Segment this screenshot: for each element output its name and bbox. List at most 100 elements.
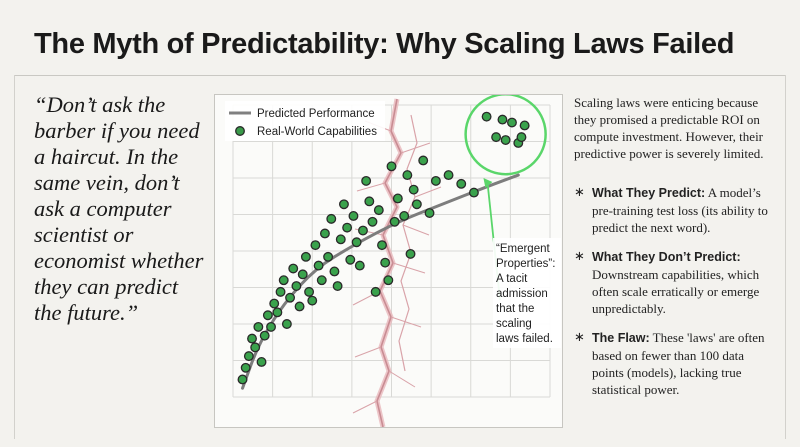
data-point bbox=[424, 208, 435, 218]
data-point bbox=[358, 225, 368, 236]
data-point bbox=[275, 286, 286, 297]
data-point bbox=[364, 196, 375, 207]
data-point bbox=[370, 286, 381, 297]
data-point bbox=[389, 216, 400, 227]
data-point bbox=[329, 266, 340, 277]
bullet-heading: What They Predict: bbox=[592, 186, 706, 200]
data-point bbox=[411, 199, 422, 210]
annotation-line: admission bbox=[496, 288, 548, 300]
data-point bbox=[294, 301, 305, 312]
annotation-line: laws failed. bbox=[496, 333, 553, 345]
data-point bbox=[288, 263, 299, 274]
bullet-the-flaw: ∗ The Flaw: These 'laws' are often based… bbox=[574, 329, 774, 398]
data-point bbox=[285, 292, 296, 303]
data-point bbox=[291, 281, 302, 291]
header-divider bbox=[14, 75, 786, 76]
bullet-body: A model’s pre-training test loss (its ab… bbox=[592, 185, 768, 235]
annotation-line: that the bbox=[496, 303, 534, 315]
data-point bbox=[361, 175, 372, 186]
data-point bbox=[383, 275, 394, 286]
data-point bbox=[351, 237, 362, 248]
data-point bbox=[335, 234, 346, 245]
annotation-line: A tacit bbox=[496, 273, 528, 285]
chart-panel: “Emergent Properties”: A tacit admission tha… bbox=[214, 94, 563, 428]
data-point bbox=[247, 333, 257, 344]
legend-point-swatch bbox=[235, 126, 245, 136]
page-title: The Myth of Predictability: Why Scaling … bbox=[34, 28, 735, 60]
legend-label-predicted: Predicted Performance bbox=[257, 108, 375, 120]
data-point bbox=[269, 298, 280, 309]
data-point bbox=[418, 155, 429, 166]
data-point bbox=[380, 257, 391, 268]
data-point bbox=[316, 275, 327, 286]
bullet-heading: What They Don’t Predict: bbox=[592, 250, 741, 264]
data-point bbox=[323, 251, 334, 262]
data-point bbox=[430, 175, 441, 186]
data-point bbox=[402, 170, 413, 181]
data-point bbox=[399, 211, 410, 221]
data-point bbox=[250, 342, 261, 353]
right-frame-line bbox=[785, 75, 786, 439]
data-point bbox=[354, 260, 365, 271]
data-point bbox=[468, 187, 479, 198]
data-point bbox=[300, 251, 311, 262]
bullet-heading: The Flaw: bbox=[592, 331, 650, 345]
data-point bbox=[326, 213, 337, 224]
data-point bbox=[237, 374, 248, 385]
scaling-chart: “Emergent Properties”: A tacit admission tha… bbox=[225, 95, 561, 427]
data-point bbox=[373, 205, 384, 216]
data-point bbox=[304, 286, 315, 297]
intro-text: Scaling laws were enticing because they … bbox=[574, 95, 764, 161]
predicted-performance-curve bbox=[241, 173, 520, 390]
data-point bbox=[491, 132, 502, 143]
data-point bbox=[342, 222, 353, 233]
annotation-line: “Emergent bbox=[496, 243, 550, 255]
bullet-what-they-predict: ∗ What They Predict: A model’s pre-train… bbox=[574, 184, 774, 236]
quote-text: “Don’t ask the barber if you need a hair… bbox=[34, 92, 204, 325]
data-point bbox=[240, 362, 251, 373]
data-point bbox=[497, 114, 508, 125]
data-point bbox=[367, 216, 378, 227]
annotation-line: scaling bbox=[496, 318, 532, 330]
data-point bbox=[519, 120, 530, 131]
crack-line bbox=[398, 114, 418, 372]
bullet-body: Downstream capabilities, which often sca… bbox=[592, 267, 760, 316]
data-point bbox=[338, 199, 349, 210]
annotation-line: Properties”: bbox=[496, 258, 555, 270]
data-point bbox=[297, 269, 308, 280]
data-point bbox=[256, 357, 267, 367]
data-point bbox=[243, 351, 254, 362]
left-frame-line bbox=[14, 75, 15, 439]
data-point bbox=[507, 117, 517, 128]
data-point bbox=[253, 321, 264, 332]
data-point bbox=[386, 161, 397, 172]
data-point bbox=[405, 248, 416, 259]
asterisk-icon: ∗ bbox=[574, 249, 585, 264]
data-point bbox=[516, 132, 527, 143]
data-point bbox=[319, 228, 330, 239]
bullet-body: These 'laws' are often based on fewer th… bbox=[592, 330, 765, 397]
data-point bbox=[443, 170, 454, 181]
explanation-column: Scaling laws were enticing because they … bbox=[574, 94, 774, 410]
data-point bbox=[313, 260, 324, 271]
data-point bbox=[348, 211, 359, 221]
annotation-box bbox=[493, 238, 561, 348]
data-point bbox=[345, 254, 356, 265]
legend-label-real-world: Real-World Capabilities bbox=[257, 126, 377, 138]
data-point bbox=[456, 178, 467, 189]
legend-background bbox=[225, 101, 385, 141]
data-point bbox=[392, 193, 403, 204]
bullet-what-they-dont-predict: ∗ What They Don’t Predict: Downstream ca… bbox=[574, 248, 774, 317]
data-point bbox=[408, 184, 419, 195]
data-point bbox=[310, 240, 321, 251]
data-point bbox=[307, 295, 318, 306]
asterisk-icon: ∗ bbox=[574, 330, 585, 345]
data-point bbox=[281, 319, 292, 329]
asterisk-icon: ∗ bbox=[574, 185, 585, 200]
annotation-arrowhead bbox=[483, 178, 493, 188]
data-point bbox=[481, 111, 492, 122]
data-point bbox=[262, 310, 273, 321]
data-point bbox=[377, 240, 387, 251]
data-point bbox=[500, 135, 511, 145]
data-point bbox=[278, 275, 289, 286]
